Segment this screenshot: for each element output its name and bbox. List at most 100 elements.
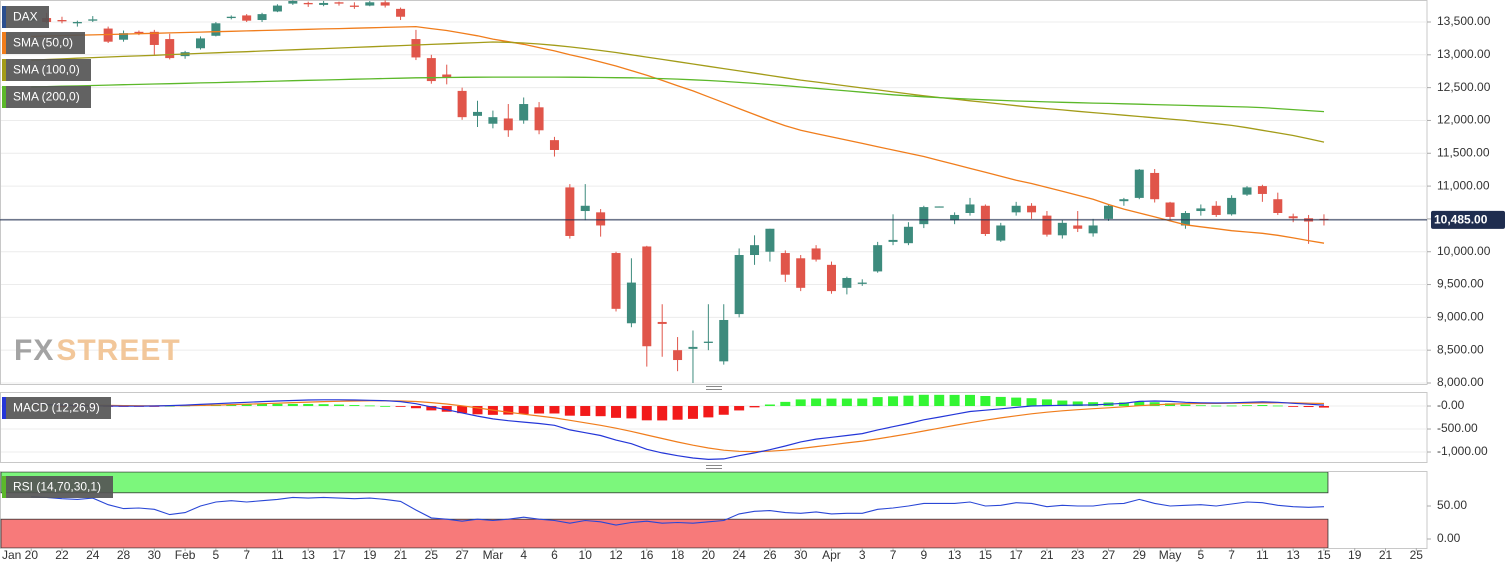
- sma-line: [31, 41, 1325, 143]
- x-tick-label: 21: [1379, 548, 1393, 562]
- histogram-bar: [703, 406, 714, 418]
- y-tick-label: 9,000.00: [1437, 310, 1484, 324]
- x-tick-label: 27: [1102, 548, 1116, 562]
- histogram-bar: [303, 403, 314, 407]
- histogram-bar: [826, 398, 837, 407]
- x-tick-label: 19: [363, 548, 377, 562]
- legend-swatch: [2, 397, 6, 419]
- candle-body: [303, 2, 313, 5]
- histogram-bar: [611, 406, 622, 418]
- legend-swatch: [2, 6, 6, 28]
- legend-label: SMA (200,0): [13, 90, 80, 104]
- candle-body: [965, 204, 975, 213]
- candle-body: [1165, 202, 1175, 217]
- candle-body: [626, 282, 636, 324]
- candle-body: [1042, 215, 1052, 235]
- panel-handle[interactable]: [706, 386, 722, 390]
- candle-body: [688, 346, 698, 349]
- histogram-bar: [764, 404, 775, 407]
- last-price-label: 10,485.00: [1434, 213, 1488, 227]
- x-tick-label: 25: [1410, 548, 1424, 562]
- candle-body: [549, 140, 559, 150]
- last-price-box: [1431, 210, 1505, 229]
- x-tick-label: 21: [1040, 548, 1054, 562]
- candle-body: [1011, 205, 1021, 213]
- x-tick-label: 29: [1133, 548, 1147, 562]
- legend-item: MACD (12,26,9): [2, 397, 111, 419]
- y-tick-label: 8,500.00: [1437, 342, 1484, 356]
- y-tick-label: 12,500.00: [1437, 80, 1491, 94]
- histogram-bar: [380, 405, 391, 407]
- legend-box: [2, 86, 91, 108]
- x-tick-label: Apr: [822, 548, 841, 562]
- histogram-bar: [1257, 405, 1268, 407]
- rsi-plot: [0, 472, 1329, 548]
- candle-body: [1104, 205, 1113, 219]
- price-panel: [0, 0, 1428, 385]
- y-tick-label: 8,000.00: [1437, 375, 1484, 389]
- y-tick-label: 50.00: [1437, 498, 1467, 512]
- x-tick-label: 11: [271, 548, 284, 562]
- x-tick-label: 13: [302, 548, 316, 562]
- histogram-bar: [1303, 406, 1314, 408]
- candle-body: [72, 21, 82, 24]
- histogram-bar: [534, 406, 545, 414]
- y-tick-label: -0.00: [1437, 398, 1465, 412]
- candle-body: [1134, 169, 1144, 198]
- candle-body: [903, 226, 913, 244]
- candle-body: [996, 225, 1006, 241]
- histogram-bar: [1118, 402, 1129, 407]
- legend-box: [2, 397, 111, 419]
- legend-box: [2, 59, 91, 81]
- x-tick-label: 13: [1287, 548, 1301, 562]
- x-tick-label: Mar: [483, 548, 504, 562]
- histogram-bar: [841, 398, 852, 407]
- candle-body: [149, 31, 159, 45]
- candle-body: [1211, 205, 1221, 215]
- x-tick-label: 30: [148, 548, 162, 562]
- candle-body: [349, 5, 359, 7]
- candle-body: [1242, 187, 1252, 195]
- x-tick-label: 20: [702, 548, 716, 562]
- candle-body: [888, 239, 898, 242]
- x-tick-label: May: [1159, 548, 1182, 562]
- candle-body: [134, 31, 144, 34]
- candle-body: [272, 5, 282, 12]
- panel-handle[interactable]: [706, 465, 722, 469]
- histogram-bar: [426, 406, 437, 411]
- legend-label: MACD (12,26,9): [13, 401, 100, 415]
- y-tick-label: 12,000.00: [1437, 113, 1491, 127]
- x-tick-label: 4: [520, 548, 527, 562]
- x-tick-label: 11: [1256, 548, 1269, 562]
- candle-body: [857, 282, 867, 284]
- x-tick-label: 10: [579, 548, 593, 562]
- x-tick-label: 18: [671, 548, 685, 562]
- legend-swatch: [2, 32, 6, 54]
- candle-body: [257, 14, 267, 21]
- candle-body: [811, 248, 821, 260]
- candle-body: [611, 253, 621, 309]
- watermark: FX STREET: [14, 334, 180, 367]
- histogram-bar: [457, 406, 468, 414]
- histogram-bar: [441, 406, 452, 412]
- x-tick-label: 26: [763, 548, 777, 562]
- x-tick-label: 23: [1071, 548, 1085, 562]
- histogram-bar: [749, 406, 760, 408]
- legend-item: SMA (50,0): [2, 32, 85, 54]
- candle-body: [780, 253, 790, 275]
- macd-panel: [0, 392, 1428, 463]
- candle-body: [734, 255, 744, 315]
- candle-body: [873, 245, 883, 272]
- candles: [26, 0, 1329, 383]
- x-tick-label: 24: [732, 548, 746, 562]
- histogram-bar: [395, 406, 406, 407]
- histogram-bar: [1211, 405, 1222, 407]
- histogram-bar: [334, 404, 344, 407]
- candle-body: [1150, 172, 1160, 200]
- histogram-bar: [349, 405, 360, 407]
- candle-body: [57, 20, 67, 22]
- candle-body: [565, 187, 575, 236]
- candle-body: [642, 246, 652, 347]
- candle-body: [1073, 225, 1083, 229]
- candle-body: [719, 319, 729, 362]
